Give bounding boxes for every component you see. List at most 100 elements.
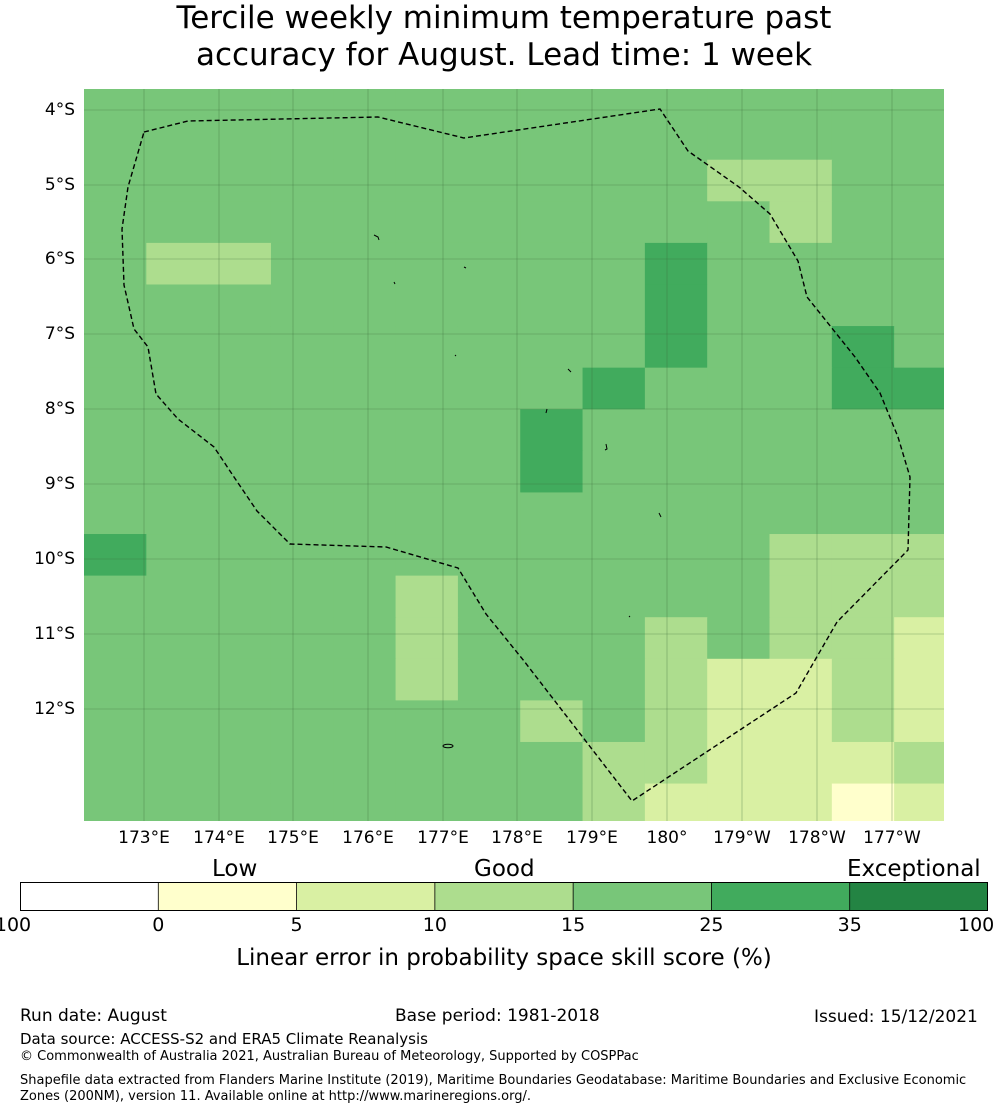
grid-cell (146, 367, 210, 410)
grid-cell (894, 201, 944, 244)
grid-cell (208, 409, 272, 452)
grid-cell (84, 118, 147, 161)
grid-cell (707, 575, 771, 618)
map-title-line-2: accuracy for August. Lead time: 1 week (195, 37, 813, 73)
grid-cell (270, 242, 334, 286)
grid-cell (457, 118, 521, 161)
grid-cell (707, 89, 771, 119)
grid-cell (769, 534, 833, 577)
colorbar-segment (157, 882, 298, 911)
longitude-label: 179°E (566, 828, 618, 848)
grid-cell (769, 617, 833, 660)
grid-cell (146, 326, 210, 369)
category-exceptional: Exceptional (847, 856, 981, 882)
grid-cell (520, 326, 584, 369)
grid-cell (831, 450, 895, 494)
grid-cell (831, 89, 895, 119)
grid-cell (520, 409, 584, 452)
grid-cell (582, 575, 646, 618)
grid-cell (707, 367, 771, 410)
colorbar-tick-label: 5 (290, 914, 303, 936)
grid-cell (769, 118, 833, 161)
island-7 (604, 443, 608, 451)
lat-lon-gridlines (84, 89, 944, 821)
grid-cell (208, 575, 272, 618)
grid-cell (582, 658, 646, 701)
grid-cell (582, 783, 646, 821)
grid-cell (395, 783, 459, 821)
grid-cell (457, 242, 521, 286)
grid-cell (769, 658, 833, 701)
grid-cell (270, 284, 334, 327)
grid-cell (208, 201, 272, 244)
grid-cell (146, 89, 210, 119)
grid-cell (894, 367, 944, 410)
grid-cell (769, 450, 833, 494)
island-4 (454, 354, 457, 357)
grid-cell (520, 534, 584, 577)
grid-cell (520, 201, 584, 244)
grid-cell (270, 617, 334, 660)
grid-cell (333, 617, 397, 660)
grid-cell (831, 575, 895, 618)
colorbar-tick-label: 0 (152, 914, 165, 936)
latitude-label: 12°S (34, 699, 75, 719)
grid-cell (769, 326, 833, 369)
grid-cell (457, 741, 521, 785)
grid-cell (894, 658, 944, 701)
grid-cell (146, 741, 210, 785)
latitude-label: 10°S (34, 549, 75, 569)
grid-cell (395, 242, 459, 286)
colorbar (20, 882, 988, 911)
latitude-label: 6°S (44, 249, 75, 269)
grid-cell (84, 741, 147, 785)
grid-cell (84, 201, 147, 244)
grid-cell (831, 700, 895, 743)
grid-cell (270, 575, 334, 618)
grid-cell (707, 492, 771, 535)
longitude-label: 176°E (342, 828, 394, 848)
grid-cell (208, 89, 272, 119)
grid-cell (894, 575, 944, 618)
latitude-label: 4°S (44, 100, 75, 120)
grid-cell (894, 450, 944, 494)
grid-cell (333, 284, 397, 327)
grid-cell (769, 201, 833, 244)
grid-cell (831, 367, 895, 410)
longitude-label: 178°W (788, 828, 846, 848)
longitude-label: 180° (646, 828, 688, 848)
grid-cell (395, 617, 459, 660)
grid-cell (457, 284, 521, 327)
grid-cell (520, 492, 584, 535)
grid-cell (707, 450, 771, 494)
grid-cell (707, 700, 771, 743)
grid-cell (520, 367, 584, 410)
island-1 (373, 234, 380, 241)
grid-cell (894, 534, 944, 577)
grid-cell (333, 783, 397, 821)
grid-cell (894, 617, 944, 660)
grid-cell (457, 450, 521, 494)
grid-cell (333, 450, 397, 494)
grid-cell (457, 700, 521, 743)
grid-cell (146, 159, 210, 202)
grid-cell (84, 617, 147, 660)
grid-cell (520, 658, 584, 701)
grid-cell (520, 617, 584, 660)
longitude-label: 178°E (491, 828, 543, 848)
grid-cell (831, 658, 895, 701)
grid-cell (769, 492, 833, 535)
grid-cell (707, 617, 771, 660)
grid-cell (84, 575, 147, 618)
grid-cell (208, 741, 272, 785)
colorbar-tick-label: 100 (958, 914, 995, 936)
grid-cell (520, 450, 584, 494)
grid-cell (333, 326, 397, 369)
grid-cell (84, 89, 147, 119)
grid-cell (831, 326, 895, 369)
island-3 (463, 266, 467, 269)
grid-cell (333, 741, 397, 785)
grid-cell (270, 658, 334, 701)
run-date: Run date: August (20, 1006, 167, 1026)
longitude-label: 179°W (713, 828, 771, 848)
